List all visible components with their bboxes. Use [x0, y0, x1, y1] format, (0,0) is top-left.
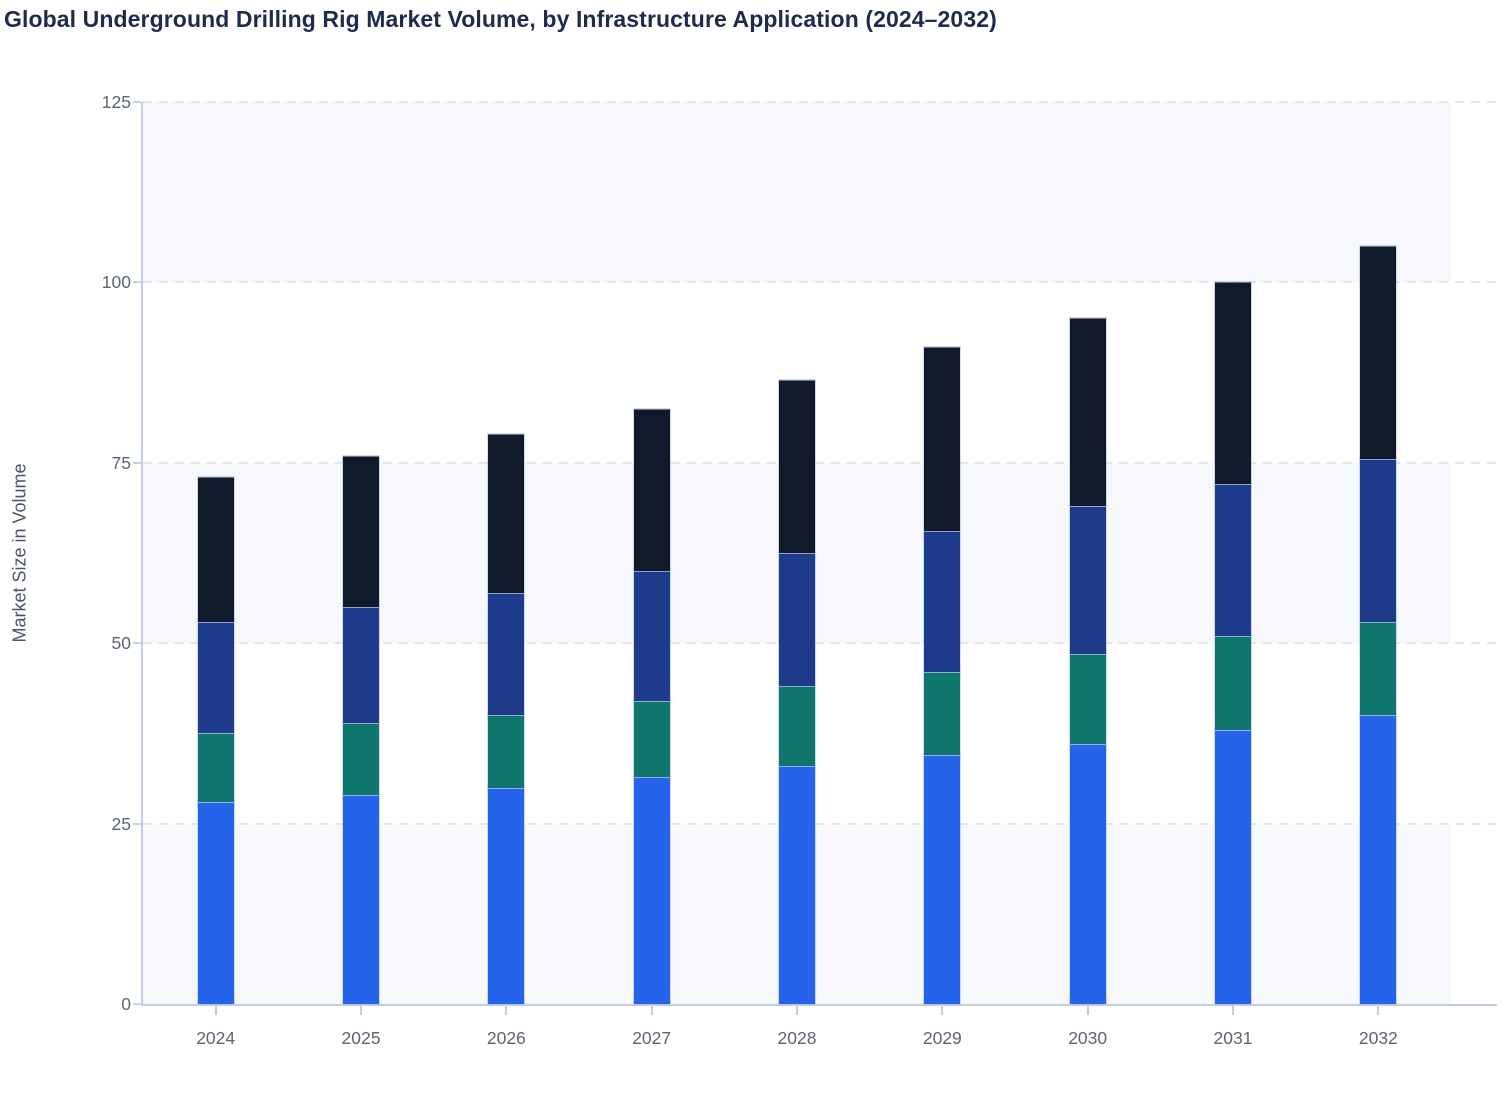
bar-2027-segment-1-bottom-blue: [632, 775, 671, 1005]
bar-2029-segment-1-bottom-blue: [923, 754, 962, 1005]
bar-2029-segment-3-navy: [923, 530, 962, 674]
bar-2031-segment-4-top-dark: [1214, 281, 1252, 486]
y-tick-label: 50: [111, 633, 131, 654]
y-tick-label: 0: [121, 994, 131, 1014]
bar-2024-segment-1-bottom-blue: [196, 800, 235, 1005]
bar-2030-segment-3-navy: [1068, 505, 1107, 656]
y-tick-mark: [133, 281, 141, 284]
bar-2030-segment-2-teal: [1068, 653, 1107, 746]
x-tick-mark: [505, 1006, 508, 1015]
x-tick-label: 2031: [1213, 1028, 1253, 1048]
bar-2026-segment-4-top-dark: [487, 432, 526, 594]
bar-2028-segment-2-teal: [778, 685, 816, 767]
y-tick-mark: [133, 642, 141, 645]
x-tick-label: 2026: [486, 1028, 526, 1048]
y-tick-label: 25: [111, 813, 131, 834]
bar-2031-segment-1-bottom-blue: [1214, 728, 1252, 1005]
bar-2024-segment-4-top-dark: [196, 476, 235, 623]
x-tick-mark: [1086, 1006, 1089, 1015]
bar-2025-segment-2-teal: [342, 721, 380, 796]
bar-2032-segment-3-navy: [1359, 458, 1398, 623]
bar-2032-segment-1-bottom-blue: [1359, 714, 1398, 1005]
y-tick-mark: [133, 101, 141, 103]
bar-2032-segment-4-top-dark: [1359, 245, 1398, 461]
plot-area: 0 25 50 75 100 125 2024 2025 2026 2027 2028 2029 203…: [102, 92, 1497, 1048]
y-tick-label: 125: [101, 92, 131, 112]
bar-2025-segment-4-top-dark: [342, 454, 380, 609]
x-tick-mark: [650, 1006, 653, 1015]
bar-2028-segment-4-top-dark: [778, 378, 816, 554]
y-tick-mark: [133, 822, 141, 825]
bar-2024-segment-2-teal: [196, 732, 235, 803]
bar-2025-segment-3-navy: [342, 606, 380, 724]
x-tick-mark: [214, 1006, 217, 1015]
x-axis-line: [141, 1004, 1497, 1006]
x-tick-label: 2032: [1358, 1028, 1398, 1048]
gridline: [143, 642, 1497, 645]
bar-2026-segment-1-bottom-blue: [487, 786, 526, 1005]
bar-2032-segment-2-teal: [1359, 620, 1398, 717]
bar-2031-segment-2-teal: [1214, 634, 1252, 731]
y-tick-mark: [133, 1003, 141, 1005]
chart-title: Global Underground Drilling Rig Market V…: [4, 6, 997, 32]
x-tick-label: 2027: [632, 1028, 672, 1048]
gridline: [143, 461, 1497, 464]
gridline: [143, 281, 1497, 284]
x-tick-label: 2030: [1068, 1028, 1108, 1048]
x-tick-label: 2028: [777, 1028, 817, 1048]
bar-2026-segment-2-teal: [487, 714, 526, 789]
bar-2027-segment-2-teal: [632, 699, 671, 778]
bar-2031-segment-3-navy: [1214, 483, 1252, 637]
x-tick-mark: [360, 1006, 362, 1015]
bar-2025-segment-1-bottom-blue: [342, 793, 380, 1005]
bar-2030-segment-4-top-dark: [1068, 317, 1107, 508]
y-tick-mark: [133, 461, 141, 464]
bar-2027-segment-4-top-dark: [632, 407, 671, 573]
y-axis-line: [141, 102, 143, 1006]
x-tick-mark: [1232, 1006, 1234, 1015]
bar-2028-segment-1-bottom-blue: [778, 764, 816, 1005]
x-tick-mark: [796, 1006, 798, 1015]
x-tick-label: 2029: [922, 1028, 962, 1048]
x-tick-mark: [941, 1006, 944, 1015]
y-axis-title: Market Size in Volume: [9, 463, 30, 643]
bar-2030-segment-1-bottom-blue: [1068, 743, 1107, 1005]
bar-2026-segment-3-navy: [487, 591, 526, 717]
bar-2028-segment-3-navy: [778, 551, 816, 688]
x-tick-mark: [1377, 1006, 1380, 1015]
gridline: [143, 822, 1497, 825]
x-tick-label: 2025: [341, 1028, 381, 1048]
bar-2024-segment-3-navy: [196, 620, 235, 735]
grid-band: [143, 102, 1451, 283]
bar-2029-segment-4-top-dark: [923, 346, 962, 533]
x-tick-label: 2024: [196, 1028, 236, 1048]
bar-2027-segment-3-navy: [632, 570, 671, 702]
y-tick-label: 100: [101, 272, 131, 293]
gridline: [143, 101, 1497, 103]
y-tick-label: 75: [111, 452, 131, 473]
bar-2029-segment-2-teal: [923, 671, 962, 757]
